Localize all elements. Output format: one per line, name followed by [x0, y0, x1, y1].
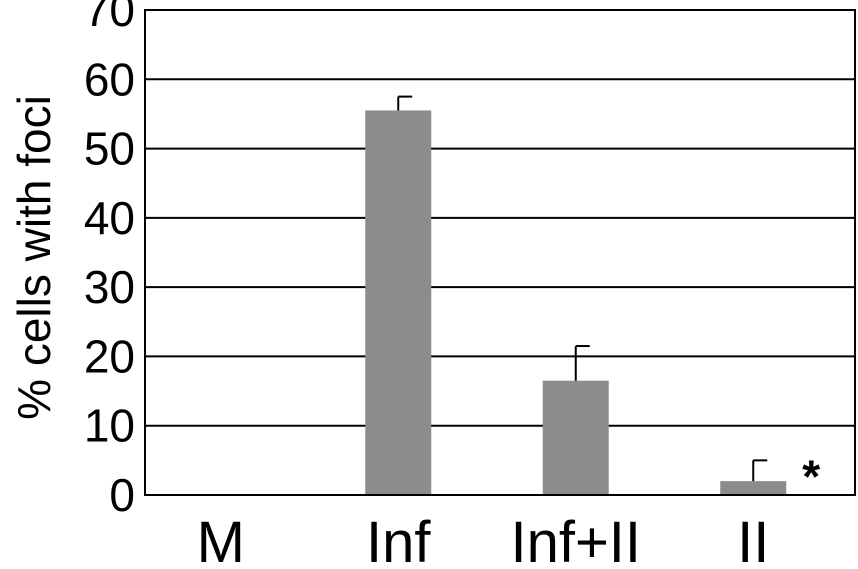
x-tick-label: II [737, 510, 769, 569]
x-tick-label: M [197, 510, 245, 569]
y-axis-label: % cells with foci [8, 95, 60, 420]
x-tick-label: Inf [366, 510, 431, 569]
x-tick-labels: M Inf Inf+II II [197, 510, 770, 569]
x-tick-label: Inf+II [510, 510, 641, 569]
bar [365, 110, 432, 495]
bar [720, 481, 787, 495]
y-tick-label: 50 [84, 123, 135, 175]
y-tick-label: 0 [109, 469, 135, 521]
y-tick-label: 10 [84, 400, 135, 452]
plot-frame [144, 9, 856, 496]
y-tick-label: 30 [84, 261, 135, 313]
bars [365, 110, 787, 495]
y-tick-label: 40 [84, 192, 135, 244]
significance-marker: * [802, 450, 820, 502]
bar [542, 380, 609, 495]
y-tick-label: 20 [84, 330, 135, 382]
y-tick-label: 60 [84, 53, 135, 105]
y-tick-labels: 0 10 20 30 40 50 60 70 [84, 0, 135, 521]
y-tick-label: 70 [84, 0, 135, 36]
error-bars [397, 95, 768, 482]
grid-lines [145, 9, 855, 496]
annotations: * [802, 450, 820, 502]
